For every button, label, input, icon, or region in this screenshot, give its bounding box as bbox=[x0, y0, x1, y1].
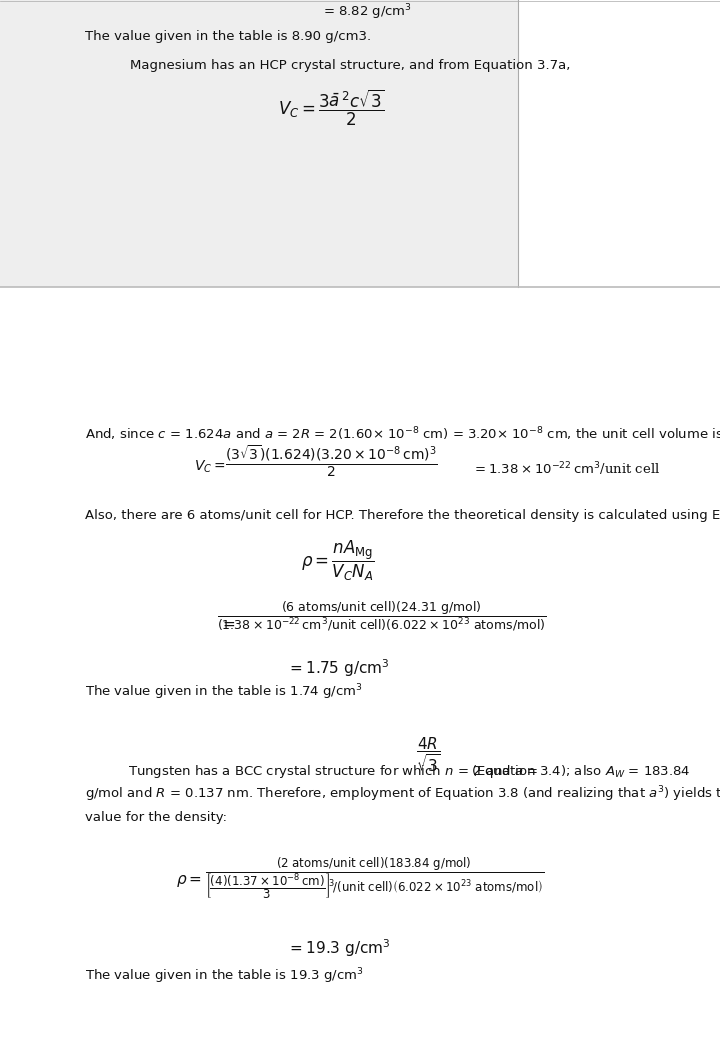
Text: $V_C = \dfrac{3\bar{a}^{\,2}c\sqrt{3}}{2}$: $V_C = \dfrac{3\bar{a}^{\,2}c\sqrt{3}}{2… bbox=[278, 88, 384, 128]
Text: $\dfrac{(6\text{ atoms/unit cell})(24.31\text{ g/mol})}{(1.38 \times 10^{-22}\,\: $\dfrac{(6\text{ atoms/unit cell})(24.31… bbox=[217, 600, 546, 634]
Text: The value given in the table is 8.90 g/cm3.: The value given in the table is 8.90 g/c… bbox=[85, 30, 371, 43]
Text: $V_C = $: $V_C = $ bbox=[194, 458, 226, 475]
Text: And, since $c$ = 1.624$a$ and $a$ = 2$R$ = 2(1.60$\times$ 10$^{-8}$ cm) = 3.20$\: And, since $c$ = 1.624$a$ and $a$ = 2$R$… bbox=[85, 426, 720, 445]
Text: $\rho = \dfrac{nA_{\mathrm{Mg}}}{V_C N_A}$: $\rho = \dfrac{nA_{\mathrm{Mg}}}{V_C N_A… bbox=[302, 539, 375, 583]
Text: (Equation 3.4); also $A_W$ = 183.84: (Equation 3.4); also $A_W$ = 183.84 bbox=[471, 763, 690, 779]
Text: $= 19.3\text{ g/cm}^3$: $= 19.3\text{ g/cm}^3$ bbox=[287, 938, 390, 959]
Text: $\rho =$: $\rho =$ bbox=[176, 873, 202, 890]
Text: $\dfrac{(3\sqrt{3})(1.624)(3.20 \times 10^{-8}\,\mathrm{cm})^3}{2}$: $\dfrac{(3\sqrt{3})(1.624)(3.20 \times 1… bbox=[225, 444, 438, 479]
Text: $= 1.38 \times 10^{-22}\,\mathrm{cm}^3$/unit cell: $= 1.38 \times 10^{-22}\,\mathrm{cm}^3$/… bbox=[472, 461, 660, 477]
Text: $\dfrac{4R}{\sqrt{3}}$: $\dfrac{4R}{\sqrt{3}}$ bbox=[416, 735, 441, 773]
Text: The value given in the table is 19.3 g/cm$^3$: The value given in the table is 19.3 g/c… bbox=[85, 967, 364, 986]
Bar bbox=[0, 0, 518, 287]
Text: $= 1.75\text{ g/cm}^3$: $= 1.75\text{ g/cm}^3$ bbox=[287, 658, 390, 679]
Text: The value given in the table is 1.74 g/cm$^3$: The value given in the table is 1.74 g/c… bbox=[85, 683, 363, 702]
Text: $\dfrac{(2\text{ atoms/unit cell})(183.84\text{ g/mol})}{\left[\dfrac{(4)(1.37 \: $\dfrac{(2\text{ atoms/unit cell})(183.8… bbox=[204, 855, 544, 901]
Text: $=$: $=$ bbox=[220, 617, 235, 631]
Text: Magnesium has an HCP crystal structure, and from Equation 3.7a,: Magnesium has an HCP crystal structure, … bbox=[130, 59, 570, 71]
Text: Tungsten has a BCC crystal structure for which $n$ = 2 and $a$ =: Tungsten has a BCC crystal structure for… bbox=[128, 763, 539, 779]
Text: Also, there are 6 atoms/unit cell for HCP. Therefore the theoretical density is : Also, there are 6 atoms/unit cell for HC… bbox=[85, 509, 720, 521]
Text: = 8.82 g/cm$^3$: = 8.82 g/cm$^3$ bbox=[323, 3, 412, 22]
Text: value for the density:: value for the density: bbox=[85, 811, 227, 823]
Text: g/mol and $R$ = 0.137 nm. Therefore, employment of Equation 3.8 (and realizing t: g/mol and $R$ = 0.137 nm. Therefore, emp… bbox=[85, 785, 720, 804]
